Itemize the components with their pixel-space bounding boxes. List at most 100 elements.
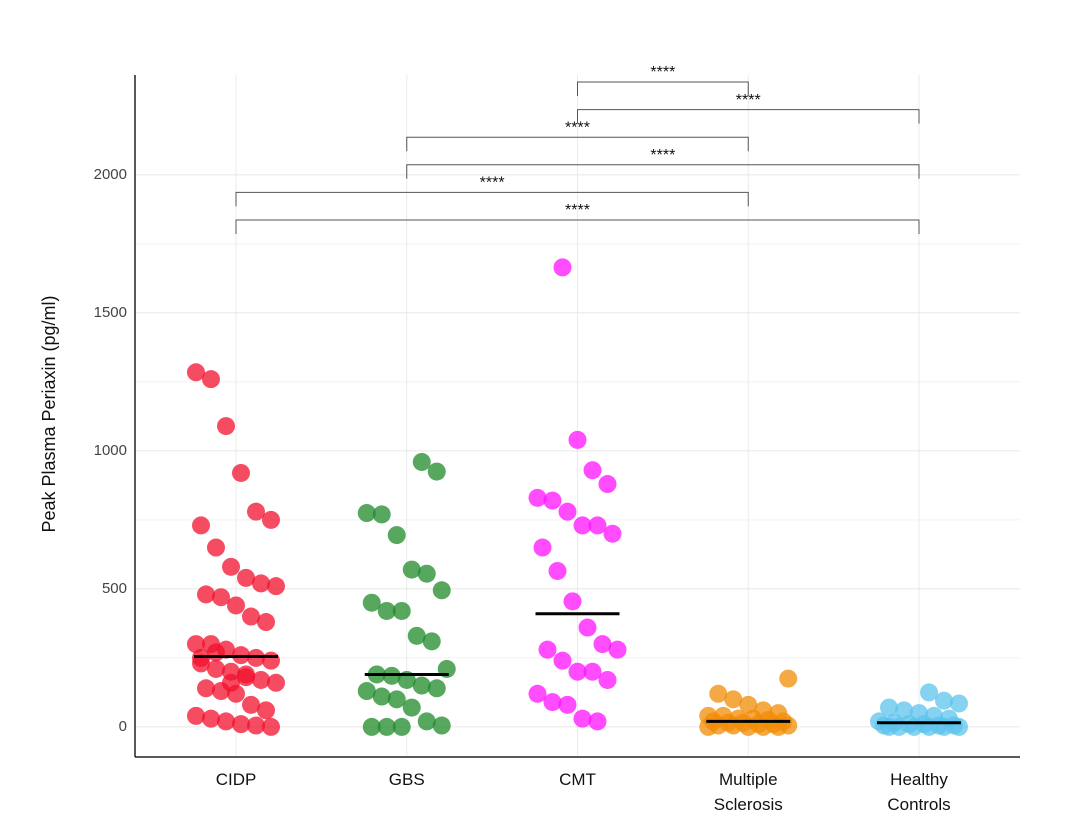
data-point <box>402 560 421 579</box>
data-point <box>603 524 622 543</box>
data-point <box>217 417 235 436</box>
data-point <box>588 516 607 535</box>
data-point <box>432 716 451 735</box>
x-tick-label: GBS <box>388 770 425 789</box>
data-point <box>422 632 441 651</box>
significance-bracket <box>235 219 920 234</box>
data-point <box>724 690 743 709</box>
data-point <box>598 670 617 689</box>
data-point <box>262 510 280 529</box>
data-point <box>237 568 255 587</box>
data-point <box>920 683 938 702</box>
data-point <box>412 676 431 695</box>
x-tick-label: Multiple Sclerosis <box>713 770 783 814</box>
data-point <box>548 561 567 580</box>
data-point <box>880 717 898 736</box>
data-point <box>588 712 607 731</box>
data-point <box>192 516 210 535</box>
data-point <box>252 670 270 689</box>
data-point <box>593 635 612 654</box>
data-point <box>427 462 446 481</box>
data-point <box>427 679 446 698</box>
data-point <box>377 717 396 736</box>
data-point <box>543 693 562 712</box>
data-point <box>417 712 436 731</box>
data-point <box>257 613 275 632</box>
data-point <box>417 564 436 583</box>
data-point <box>372 687 391 706</box>
data-point <box>187 706 205 725</box>
data-point <box>412 452 431 471</box>
data-point <box>895 701 913 720</box>
data-point <box>262 651 280 670</box>
data-point <box>392 601 411 620</box>
data-point <box>357 504 376 523</box>
data-point <box>187 363 205 382</box>
data-point <box>553 258 572 277</box>
data-point <box>709 684 728 703</box>
data-point <box>779 669 798 688</box>
data-point <box>257 701 275 720</box>
data-point <box>207 538 225 557</box>
significance-label: **** <box>480 175 505 192</box>
x-tick-label: CIDP <box>215 770 257 789</box>
significance-bracket <box>577 81 749 96</box>
data-point <box>262 717 280 736</box>
data-point <box>583 662 602 681</box>
data-point <box>568 430 587 449</box>
data-point <box>568 662 587 681</box>
data-point <box>247 502 265 521</box>
data-point <box>247 716 265 735</box>
y-tick-label: 1000 <box>94 442 127 459</box>
data-point <box>528 684 547 703</box>
data-point <box>227 596 245 615</box>
data-point <box>950 717 968 736</box>
y-axis-label: Peak Plasma Periaxin (pg/ml) <box>39 295 59 532</box>
data-point <box>553 651 572 670</box>
data-point <box>232 463 250 482</box>
data-point <box>242 695 260 714</box>
data-point <box>362 717 381 736</box>
data-point <box>222 673 240 692</box>
data-point <box>402 698 421 717</box>
significance-bracket <box>235 191 749 207</box>
significance-label: **** <box>565 119 590 136</box>
data-point <box>935 691 953 710</box>
x-tick-label: Healthy Controls <box>887 770 951 814</box>
data-point <box>232 715 250 734</box>
data-point <box>578 618 597 637</box>
y-tick-label: 1500 <box>94 304 127 321</box>
data-point <box>543 491 562 510</box>
data-point <box>197 679 215 698</box>
data-point <box>237 665 255 684</box>
significance-bracket <box>577 109 920 124</box>
data-point <box>573 709 592 728</box>
data-point <box>598 475 617 494</box>
data-point <box>197 585 215 604</box>
data-point <box>880 698 898 717</box>
data-point <box>242 607 260 626</box>
data-point <box>563 592 582 611</box>
data-point <box>392 717 411 736</box>
data-point <box>538 640 557 659</box>
data-point <box>608 640 627 659</box>
data-point <box>739 695 758 714</box>
data-point <box>387 526 406 545</box>
significance-bracket <box>406 164 920 179</box>
data-point <box>202 709 220 728</box>
data-point <box>387 690 406 709</box>
significance-label: **** <box>736 92 761 109</box>
data-point <box>187 635 205 654</box>
y-tick-label: 2000 <box>94 166 127 183</box>
data-point <box>372 505 391 524</box>
data-point <box>267 577 285 596</box>
data-point <box>267 673 285 692</box>
data-point <box>362 593 381 612</box>
data-point <box>207 643 225 662</box>
data-point <box>558 502 577 521</box>
significance-label: **** <box>565 202 590 219</box>
data-point <box>357 682 376 701</box>
data-point <box>407 626 426 645</box>
